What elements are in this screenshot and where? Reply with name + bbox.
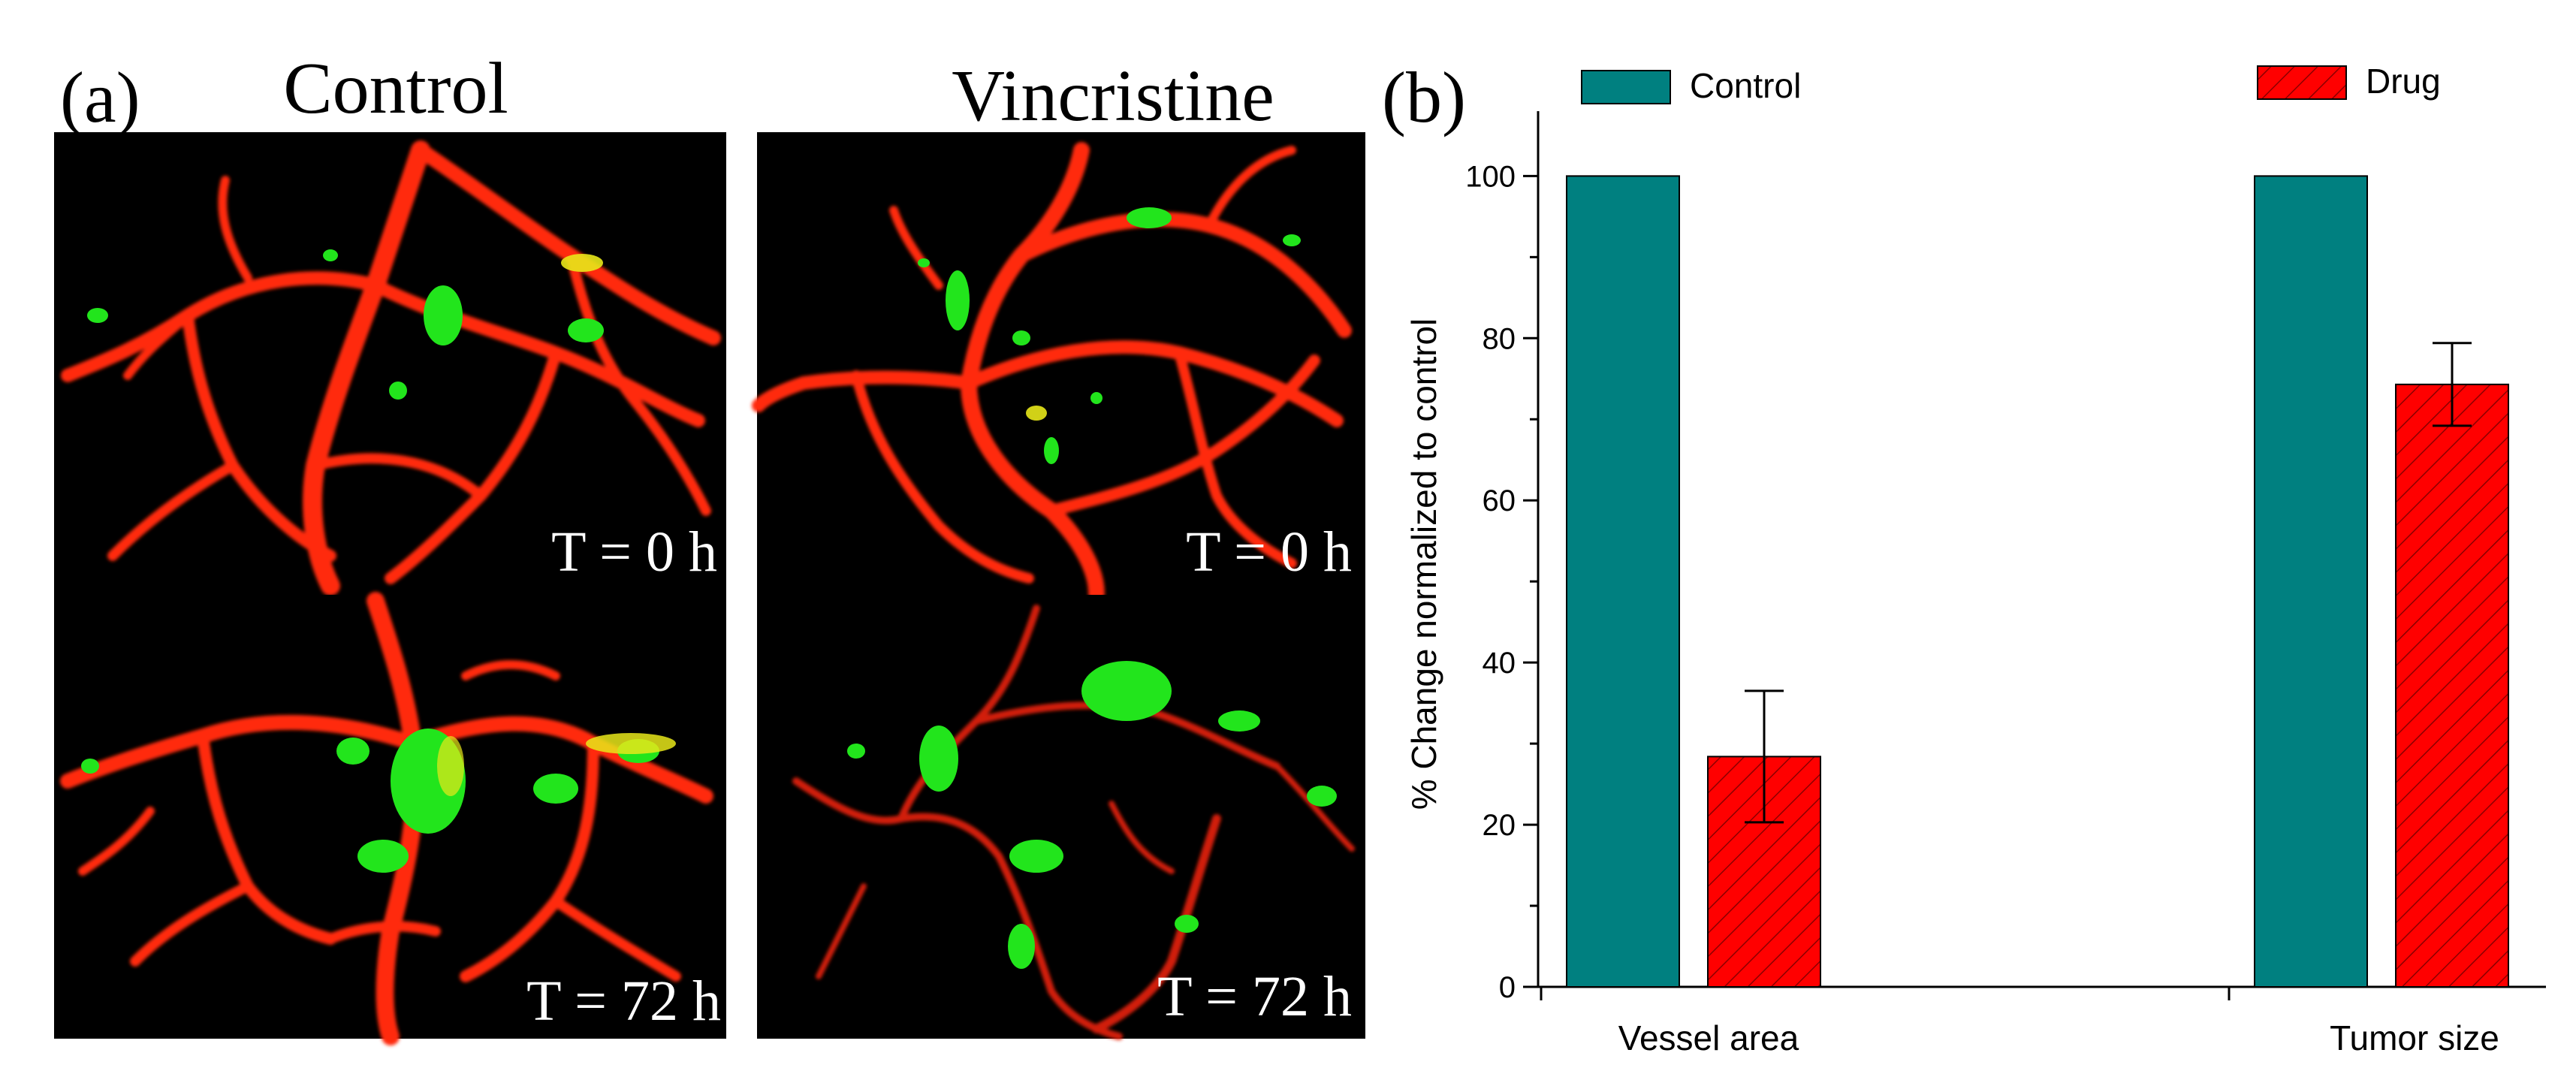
y-tick-label: 40 [1483,647,1516,680]
micrograph-control-0h: T = 0 h [54,132,726,596]
timepoint-label-control-72h: T = 72 h [526,970,721,1033]
timepoint-label-control-0h: T = 0 h [551,520,717,584]
x-tick-label: Tumor size [2330,1018,2499,1057]
micrograph-vincristine-72h: T = 72 h [757,595,1365,1040]
panel-b: (b) 0 20 40 60 80 100 Vessel area Tumor size %… [1382,57,2546,1057]
panel-a: (a) Control Vincristine [54,48,1365,1045]
x-tick-label: Vessel area [1618,1018,1799,1057]
column-title-control: Control [283,48,508,129]
y-axis-label: % Change normalized to control [1404,318,1443,810]
column-title-vincristine: Vincristine [952,56,1274,137]
bar-chart: 0 20 40 60 80 100 Vessel area Tumor size % Cha… [1404,62,2546,1057]
legend-swatch-control [1581,70,1671,104]
micrograph-control-72h: T = 72 h [54,592,726,1045]
bar-control-1 [2254,175,2368,988]
y-ticks: 0 20 40 60 80 100 [1465,160,1538,1004]
y-tick-label: 60 [1483,484,1516,517]
y-tick-label: 100 [1465,160,1516,193]
legend: Control Drug [1581,62,2441,105]
bar-drug-1 [2395,383,2509,988]
panel-b-label: (b) [1382,57,1466,137]
y-tick-label: 20 [1483,809,1516,842]
bar-control-0 [1566,175,1680,988]
y-tick-label: 80 [1483,322,1516,355]
panel-a-label: (a) [60,57,140,137]
timepoint-label-vincristine-72h: T = 72 h [1157,965,1352,1028]
micrograph-vincristine-0h: T = 0 h [752,132,1365,602]
legend-label-control: Control [1690,66,1801,105]
x-ticks [1540,987,2231,1000]
legend-swatch-drug [2257,65,2347,100]
timepoint-label-vincristine-0h: T = 0 h [1186,520,1352,584]
bars [1566,175,2509,988]
y-tick-label: 0 [1499,971,1516,1004]
legend-label-drug: Drug [2366,62,2441,101]
error-bars [1745,342,2472,824]
x-tick-labels: Vessel area Tumor size [1618,1018,2499,1057]
